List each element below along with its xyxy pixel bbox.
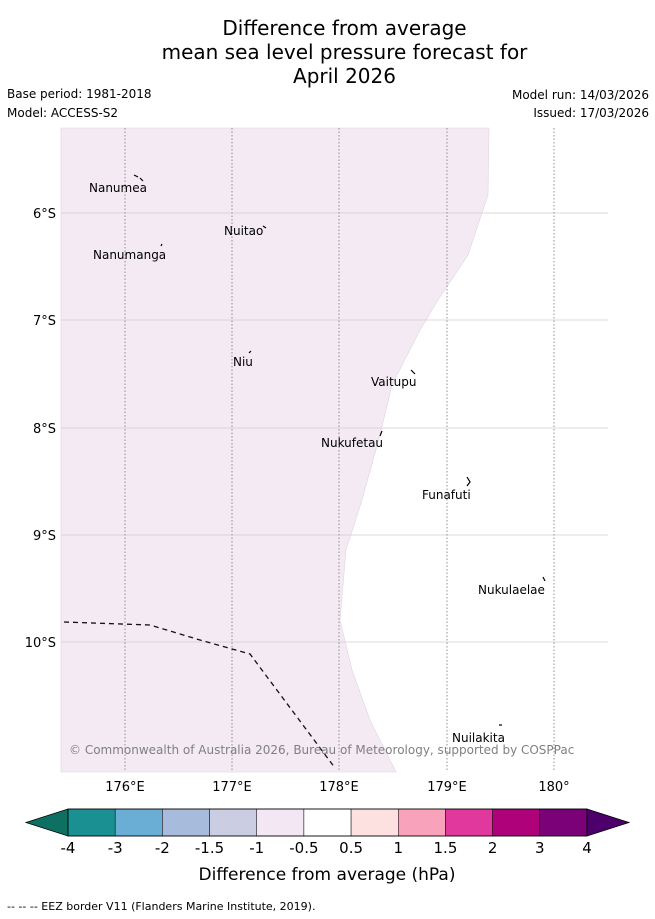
colorbar-segment [492,808,541,837]
latitude-gridlines [61,212,608,643]
colorbar-tick-label: -3 [108,839,123,857]
colorbar-tick-label: 2 [488,839,498,857]
colorbar-segments [67,808,588,837]
colorbar-tick-label: -4 [61,839,76,857]
issued-date: Issued: 17/03/2026 [533,106,649,120]
lon-label-179e: 179°E [427,780,467,795]
colorbar-title: Difference from average (hPa) [199,865,456,885]
colorbar-segment [67,808,116,837]
pressure-anomaly-region [60,127,490,773]
island-nukulaelae-shape [542,576,546,582]
colorbar-segment [209,808,257,837]
colorbar-segment [303,808,352,837]
colorbar-tick-label: -1 [249,839,264,857]
island-label-nanumea: Nanumea [89,181,147,195]
colorbar-over-arrow [586,808,631,837]
colorbar-tick-label: 1.5 [434,839,458,857]
colorbar-tick-label: 1 [393,839,403,857]
lon-label-180: 180° [538,780,569,795]
colorbar-segment [398,808,446,837]
colorbar-segment [539,808,588,837]
lat-label-9s: 9°S [33,529,56,544]
base-period: Base period: 1981-2018 [7,87,152,101]
colorbar-segment [162,808,210,837]
colorbar-tick-label: 3 [535,839,545,857]
island-label-vaitupu: Vaitupu [371,375,417,389]
colorbar-tick-label: 0.5 [339,839,363,857]
colorbar-segment [445,808,493,837]
latitude-axis: 6°S 7°S 8°S 9°S 10°S [25,207,56,651]
colorbar-frame [67,808,588,837]
colorbar-segment [256,808,305,837]
island-label-nuitao: Nuitao [224,224,263,238]
longitude-gridlines [124,128,555,772]
colorbar-under-arrow [24,808,69,837]
island-nuitao-shape [262,225,267,229]
colorbar: -4 -3 -2 -1.5 -1 -0.5 0.5 1 1.5 2 3 4 Difference fr… [24,808,631,885]
colorbar-tick-label: 4 [582,839,592,857]
lon-label-178e: 178°E [319,780,359,795]
island-nanumea-shape [133,174,144,182]
map: Nanumea Nuitao Nanumanga Niu Vaitupu Nuk… [60,127,608,773]
copyright-notice: © Commonwealth of Australia 2026, Bureau… [69,743,574,757]
island-shapes [133,174,546,726]
island-label-nuilakita: Nuilakita [452,731,505,745]
colorbar-tick-label: -0.5 [289,839,318,857]
lat-label-6s: 6°S [33,207,56,222]
lat-label-8s: 8°S [33,422,56,437]
colorbar-segment [114,808,163,837]
island-nukufetau-shape [379,430,383,437]
lon-label-176e: 176°E [105,780,145,795]
colorbar-ticks: -4 -3 -2 -1.5 -1 -0.5 0.5 1 1.5 2 3 4 [61,839,592,857]
island-nanumanga-shape [160,243,163,247]
colorbar-segment [350,808,399,837]
longitude-axis: 176°E 177°E 178°E 179°E 180° [105,780,569,795]
model-run: Model run: 14/03/2026 [511,88,649,102]
model-name: Model: ACCESS-S2 [7,106,119,120]
island-label-nukufetau: Nukufetau [321,436,383,450]
island-niu-shape [248,350,252,354]
colorbar-tick-label: -2 [155,839,170,857]
colorbar-tick-label: -1.5 [195,839,224,857]
title-line-2: mean sea level pressure forecast for [161,40,528,64]
eez-border [63,621,336,769]
title-line-1: Difference from average [222,16,467,40]
lat-label-10s: 10°S [25,636,56,651]
island-label-nukulaelae: Nukulaelae [478,583,545,597]
eez-footnote: -- -- -- EEZ border V11 (Flanders Marine… [7,900,316,913]
title-line-3: April 2026 [293,64,396,88]
island-label-nanumanga: Nanumanga [93,248,166,262]
lat-label-7s: 7°S [33,314,56,329]
island-vaitupu-shape [410,369,416,375]
island-label-niu: Niu [233,355,253,369]
lon-label-177e: 177°E [212,780,252,795]
island-funafuti-shape [466,476,471,487]
island-label-funafuti: Funafuti [422,488,471,502]
